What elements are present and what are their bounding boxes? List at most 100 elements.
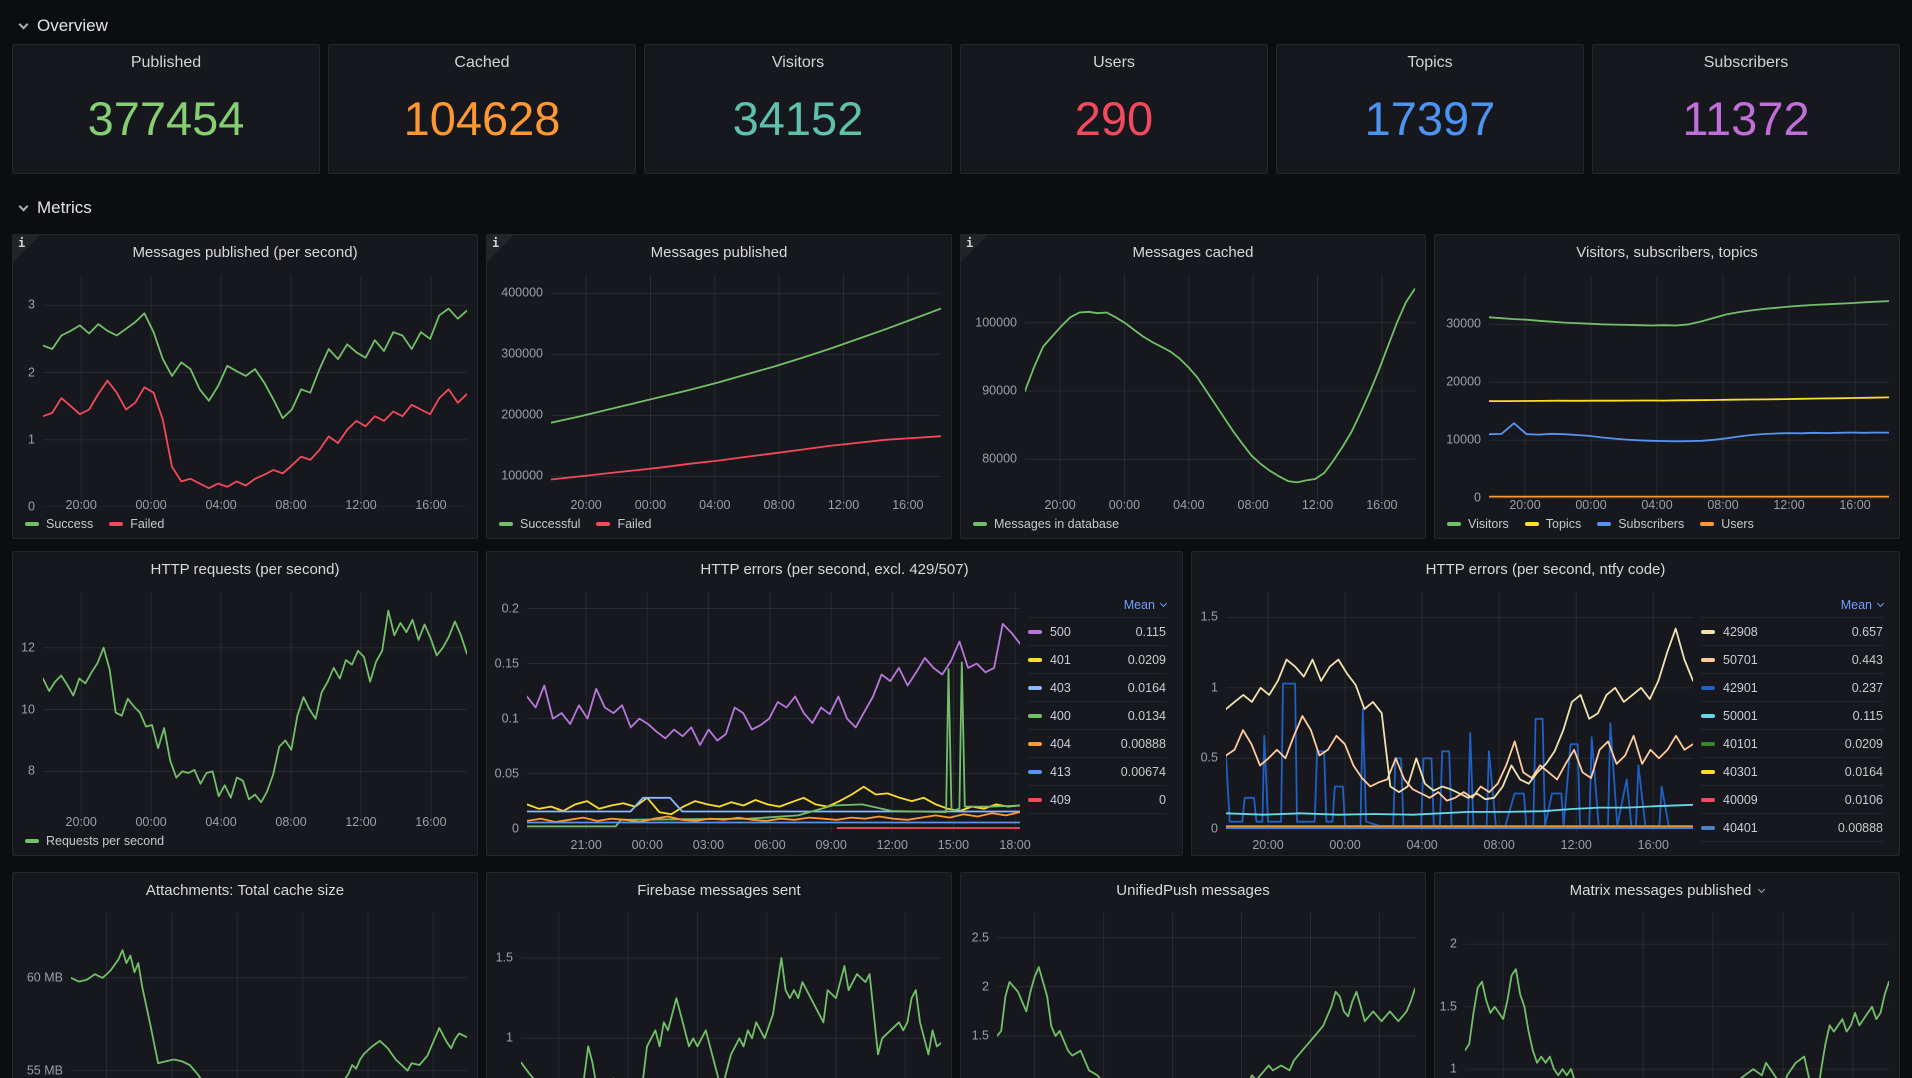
panel-title[interactable]: HTTP requests (per second) [150,560,340,578]
chart-plot[interactable] [1489,275,1889,507]
legend-swatch [109,522,124,526]
legend-item[interactable]: Messages in database [973,517,1119,531]
legend-table-row[interactable]: 400 0.0134 [1027,702,1166,730]
section-header-overview[interactable]: Overview [12,14,1900,38]
panel-title[interactable]: Messages cached [1132,243,1254,261]
chart-plot[interactable] [43,592,467,824]
panel-title[interactable]: Messages published (per second) [132,243,358,261]
info-icon[interactable]: i [487,235,514,262]
chart-plot[interactable] [1025,275,1415,507]
panel-title[interactable]: Attachments: Total cache size [145,881,345,899]
legend-mean-header[interactable]: Mean [1701,592,1885,618]
y-axis: 0 0.5 1 1.5 [1192,592,1226,855]
panel-http-requests: HTTP requests (per second) 8 10 12 20:00 00… [12,551,478,856]
x-tick-label: 06:00 [754,838,786,852]
y-tick-label: 0.05 [494,765,519,780]
chart-plot[interactable] [43,275,467,507]
legend-table-row[interactable]: 50701 0.443 [1701,646,1883,674]
y-tick-label: 8 [28,763,35,778]
panel-title[interactable]: Matrix messages published [1435,877,1899,903]
x-tick-label: 00:00 [135,815,167,829]
x-tick-label: 20:00 [570,498,602,512]
x-tick-label: 20:00 [65,815,97,829]
legend-label[interactable]: 42901 [1723,680,1758,695]
legend-item[interactable]: Success [25,517,93,531]
legend-swatch [1027,713,1042,718]
legend-item[interactable]: Users [1700,517,1754,531]
legend-label[interactable]: 50001 [1723,708,1758,723]
legend-swatch [1027,769,1042,774]
panel-title[interactable]: Messages published [650,243,788,261]
info-icon[interactable]: i [13,235,40,262]
legend-table-row[interactable]: 403 0.0164 [1027,674,1166,702]
legend-item[interactable]: Successful [499,517,580,531]
legend-table-row[interactable]: 40301 0.0164 [1701,758,1883,786]
panel-title[interactable]: UnifiedPush messages [1116,881,1270,899]
stat-panel-users: Users 290 [960,44,1268,174]
legend-item[interactable]: Subscribers [1597,517,1684,531]
section-title: Metrics [37,198,92,217]
panel-title[interactable]: Firebase messages sent [637,881,801,899]
legend-mean-value: 0.443 [1851,652,1883,667]
panel-http-errors-ntfy: HTTP errors (per second, ntfy code) 0 0.5… [1190,551,1900,856]
y-tick-label: 100000 [975,315,1017,330]
legend-swatch [1701,741,1715,746]
legend-label[interactable]: 40401 [1723,820,1758,835]
chevron-down-icon [18,201,29,211]
chart-plot[interactable] [1465,913,1889,1078]
legend-swatch [1700,522,1715,526]
legend-swatch [596,522,611,526]
section-header-metrics[interactable]: Metrics [12,196,1900,220]
stat-label: Subscribers [1703,54,1789,71]
legend-table-row[interactable]: 500 0.115 [1027,618,1166,646]
legend-label[interactable]: 50701 [1723,652,1758,667]
chart-plot[interactable] [551,275,941,507]
legend-mean-value: 0.0164 [1844,764,1883,779]
panel-title[interactable]: HTTP errors (per second, excl. 429/507) [700,560,969,578]
legend-table-row[interactable]: 40009 0.0106 [1701,786,1883,814]
panel-title[interactable]: HTTP errors (per second, ntfy code) [1425,560,1666,578]
legend-mean-header[interactable]: Mean [1027,592,1168,618]
legend-label[interactable]: 404 [1049,736,1071,751]
legend-table-row[interactable]: 404 0.00888 [1027,730,1166,758]
legend-label[interactable]: 40009 [1723,792,1758,807]
legend-label[interactable]: 400 [1049,708,1071,723]
legend-label[interactable]: 413 [1049,764,1071,779]
legend-label[interactable]: 500 [1049,624,1071,639]
legend-table-row[interactable]: 42901 0.237 [1701,674,1883,702]
info-icon[interactable]: i [961,235,988,262]
panel-title[interactable]: Visitors, subscribers, topics [1576,243,1758,261]
legend-label[interactable]: 40301 [1723,764,1758,779]
legend-label[interactable]: 40101 [1723,736,1758,751]
legend-item[interactable]: Topics [1524,517,1581,531]
chart-plot[interactable] [521,913,941,1078]
legend-table-row[interactable]: 40101 0.0209 [1701,730,1883,758]
legend-label[interactable]: 401 [1049,652,1071,667]
stat-panel-topics: Topics 17397 [1276,44,1584,174]
legend-table-row[interactable]: 401 0.0209 [1027,646,1166,674]
legend-table-row[interactable]: 42908 0.657 [1701,618,1883,646]
panel-firebase-messages: Firebase messages sent 0.511.5 20:0000:0… [486,872,952,1078]
chart-plot[interactable] [71,913,467,1078]
chart-plot[interactable] [997,913,1415,1078]
chart-plot[interactable] [1225,592,1693,833]
x-tick-label: 00:00 [634,498,667,512]
legend-mean-value: 0.115 [1135,624,1166,639]
legend-table-row[interactable]: 409 0 [1027,786,1166,814]
legend-item[interactable]: Failed [109,517,164,531]
legend-item[interactable]: Requests per second [25,834,164,848]
legend-item[interactable]: Failed [596,517,652,531]
legend-table-row[interactable]: 50001 0.115 [1701,702,1883,730]
legend-label[interactable]: 42908 [1723,624,1758,639]
legend-table-row[interactable]: 40401 0.00888 [1701,814,1883,842]
y-tick-label: 1.5 [1439,998,1457,1013]
x-axis: 20:00 00:00 04:00 08:00 12:00 16:00 [43,810,467,832]
chart-plot[interactable] [526,592,1020,833]
legend-item[interactable]: Visitors [1447,517,1509,531]
stat-label: Visitors [771,54,825,71]
legend-swatch [1701,769,1715,774]
legend-table-row[interactable]: 413 0.00674 [1027,758,1166,786]
legend-label[interactable]: 409 [1049,792,1071,807]
x-tick-label: 21:00 [570,838,602,852]
legend-label[interactable]: 403 [1049,680,1071,695]
